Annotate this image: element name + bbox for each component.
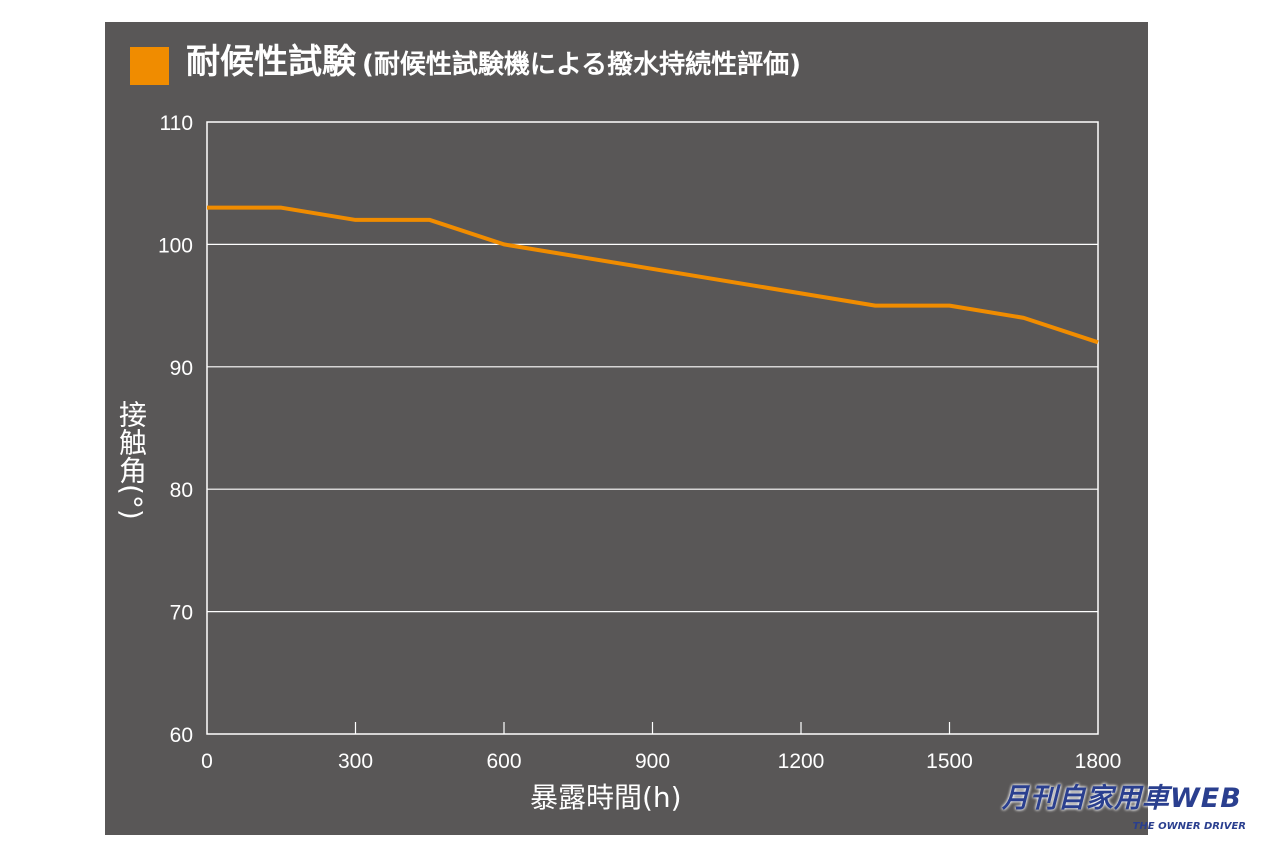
y-axis-label: 接触角(°): [115, 400, 148, 520]
x-axis-label: 暴露時間(h): [530, 781, 682, 814]
logo: 月刊自家用車WEB THE OWNER DRIVER: [1002, 784, 1252, 834]
y-tick-label: 80: [170, 479, 193, 502]
title-text: 耐候性試験: [186, 42, 356, 82]
plot-frame: [206, 121, 1099, 735]
x-tick-label: 0: [201, 750, 213, 773]
y-tick-label: 100: [158, 234, 193, 257]
chart-panel: [105, 22, 1148, 835]
series-line: [207, 205, 1099, 345]
x-tick-label: 1200: [778, 750, 825, 773]
y-tick-label: 70: [170, 602, 193, 625]
x-tick-label: 1500: [926, 750, 973, 773]
title-marker: [130, 47, 169, 85]
x-tick-label: 600: [486, 750, 521, 773]
chart-title: 耐候性試験 (耐候性試験機による撥水持続性評価): [186, 42, 801, 85]
x-tick-label: 300: [338, 750, 373, 773]
y-tick-label: 110: [160, 112, 193, 135]
logo-sub: THE OWNER DRIVER: [1132, 821, 1246, 832]
y-tick-label: 60: [170, 724, 193, 747]
logo-main: 月刊自家用車WEB: [1002, 783, 1242, 814]
subtitle-text: (耐候性試験機による撥水持続性評価): [362, 50, 801, 80]
x-tick-label: 900: [635, 750, 670, 773]
x-tick-label: 1800: [1075, 750, 1122, 773]
y-tick-label: 90: [170, 357, 193, 380]
